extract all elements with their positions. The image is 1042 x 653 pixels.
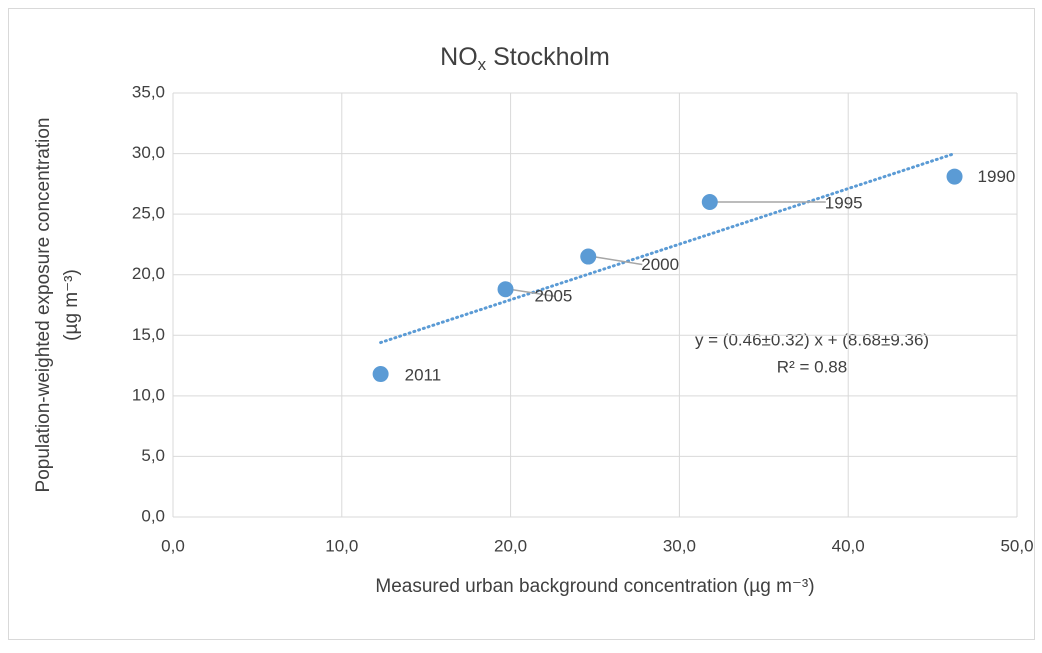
y-tick-label: 10,0	[132, 385, 165, 404]
x-tick-label: 20,0	[494, 536, 527, 555]
x-tick-label: 50,0	[1000, 536, 1033, 555]
point	[701, 194, 718, 211]
point-label: 2000	[641, 255, 679, 274]
y-tick-label: 5,0	[141, 446, 165, 465]
y-tick-label: 20,0	[132, 264, 165, 283]
x-tick-label: 10,0	[325, 536, 358, 555]
leader-line	[592, 255, 643, 266]
y-axis-label: Population-weighted exposure concentrati…	[33, 118, 54, 493]
trendline	[379, 152, 957, 345]
y-tick-label: 0,0	[141, 506, 165, 525]
y-tick-label: 15,0	[132, 325, 165, 344]
title-part: Stockholm	[486, 43, 610, 71]
point	[497, 281, 514, 298]
point	[372, 366, 389, 383]
chart-frame	[8, 8, 1035, 640]
y-tick-label: 25,0	[132, 204, 165, 223]
x-axis-label: Measured urban background concentration …	[375, 576, 814, 597]
r-squared: R² = 0.88	[777, 357, 847, 376]
y-axis-label: (µg m⁻³)	[61, 269, 82, 341]
chart-title: NOx Stockholm	[440, 43, 610, 75]
title-part: NO	[440, 43, 478, 71]
y-tick-label: 35,0	[132, 82, 165, 101]
x-tick-label: 0,0	[161, 536, 185, 555]
point-label: 2005	[535, 287, 573, 306]
point-label: 1995	[825, 194, 863, 213]
x-tick-label: 40,0	[832, 536, 865, 555]
title-subscript: x	[478, 55, 487, 74]
point	[946, 168, 963, 185]
trend-equation: y = (0.46±0.32) x + (8.68±9.36)	[695, 330, 929, 349]
x-tick-label: 30,0	[663, 536, 696, 555]
leader-line	[509, 288, 555, 297]
point-label: 1990	[978, 167, 1016, 186]
point	[580, 248, 597, 265]
point-label: 2011	[405, 366, 442, 385]
y-tick-label: 30,0	[132, 143, 165, 162]
